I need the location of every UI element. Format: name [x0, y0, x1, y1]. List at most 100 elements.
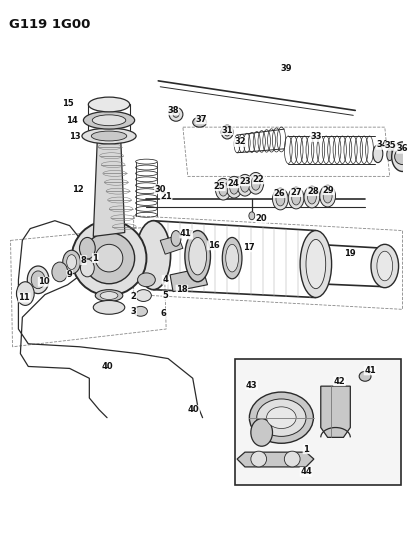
Text: 42: 42 — [334, 377, 345, 386]
Ellipse shape — [136, 221, 171, 289]
Text: 20: 20 — [256, 214, 268, 223]
Ellipse shape — [135, 289, 151, 302]
Ellipse shape — [306, 239, 326, 289]
Text: 32: 32 — [234, 138, 246, 147]
Ellipse shape — [237, 174, 253, 196]
Text: 34: 34 — [376, 140, 388, 149]
Ellipse shape — [266, 407, 296, 429]
Ellipse shape — [189, 237, 206, 275]
Text: 11: 11 — [18, 293, 30, 302]
Text: 7: 7 — [187, 230, 193, 239]
Ellipse shape — [134, 306, 147, 316]
Text: 38: 38 — [167, 106, 179, 115]
Ellipse shape — [273, 188, 288, 210]
Circle shape — [284, 451, 300, 467]
Ellipse shape — [137, 273, 155, 287]
Ellipse shape — [304, 186, 320, 208]
Text: 43: 43 — [246, 381, 257, 390]
Text: 4: 4 — [162, 276, 168, 284]
Ellipse shape — [215, 179, 231, 200]
Text: 3: 3 — [131, 307, 137, 316]
Circle shape — [173, 111, 179, 117]
Text: 33: 33 — [310, 133, 322, 141]
Ellipse shape — [89, 97, 130, 112]
Text: 10: 10 — [38, 277, 50, 286]
Text: 17: 17 — [243, 243, 255, 252]
Ellipse shape — [226, 244, 239, 272]
Ellipse shape — [185, 231, 211, 282]
Ellipse shape — [93, 301, 125, 314]
Text: 19: 19 — [344, 249, 356, 257]
Ellipse shape — [80, 259, 94, 277]
Ellipse shape — [373, 145, 383, 163]
Text: 5: 5 — [162, 291, 168, 300]
Ellipse shape — [16, 282, 34, 305]
Ellipse shape — [224, 128, 230, 136]
Ellipse shape — [257, 399, 306, 437]
Text: 6: 6 — [160, 309, 166, 318]
Text: 15: 15 — [62, 99, 73, 108]
Text: 21: 21 — [160, 191, 172, 200]
Ellipse shape — [67, 255, 77, 270]
Text: 37: 37 — [196, 115, 207, 124]
Ellipse shape — [27, 266, 49, 294]
Circle shape — [169, 108, 183, 121]
Text: 26: 26 — [273, 189, 285, 198]
Text: 44: 44 — [300, 467, 312, 477]
Text: 1: 1 — [303, 445, 309, 454]
Text: 27: 27 — [290, 188, 302, 197]
Ellipse shape — [222, 237, 242, 279]
Text: 1: 1 — [92, 254, 98, 263]
Ellipse shape — [320, 185, 335, 207]
Ellipse shape — [248, 173, 264, 194]
Text: 12: 12 — [72, 185, 83, 193]
Ellipse shape — [249, 212, 255, 220]
Text: 39: 39 — [281, 63, 292, 72]
Ellipse shape — [377, 251, 392, 281]
Text: 22: 22 — [253, 175, 265, 184]
Polygon shape — [237, 452, 314, 467]
Ellipse shape — [171, 231, 181, 246]
Ellipse shape — [387, 149, 392, 160]
Ellipse shape — [300, 231, 332, 297]
Text: 36: 36 — [397, 144, 408, 154]
Polygon shape — [321, 386, 350, 438]
Ellipse shape — [240, 179, 249, 192]
Ellipse shape — [251, 418, 273, 446]
Circle shape — [83, 232, 135, 284]
Text: G119 1G00: G119 1G00 — [9, 18, 90, 31]
Text: 13: 13 — [69, 133, 80, 141]
Circle shape — [395, 149, 408, 165]
Ellipse shape — [95, 289, 123, 302]
Ellipse shape — [323, 189, 332, 203]
Ellipse shape — [230, 180, 239, 194]
Ellipse shape — [31, 271, 45, 289]
Text: 41: 41 — [364, 366, 376, 375]
Text: 18: 18 — [176, 285, 188, 294]
Ellipse shape — [193, 117, 206, 127]
Text: 31: 31 — [222, 126, 233, 135]
Text: 24: 24 — [227, 179, 239, 188]
Circle shape — [95, 244, 123, 272]
Text: 16: 16 — [208, 241, 219, 250]
Ellipse shape — [52, 262, 68, 282]
Ellipse shape — [226, 176, 242, 198]
Ellipse shape — [82, 128, 136, 144]
Ellipse shape — [83, 111, 135, 129]
Ellipse shape — [221, 125, 233, 139]
Ellipse shape — [276, 192, 285, 206]
Ellipse shape — [249, 392, 313, 443]
Text: 23: 23 — [239, 177, 251, 186]
Polygon shape — [93, 142, 125, 237]
Ellipse shape — [251, 176, 260, 190]
Text: 9: 9 — [67, 270, 73, 279]
Text: 35: 35 — [385, 141, 397, 150]
Text: 28: 28 — [307, 187, 319, 196]
Text: 40: 40 — [101, 362, 113, 371]
Circle shape — [251, 451, 266, 467]
Ellipse shape — [219, 182, 228, 196]
Ellipse shape — [100, 292, 118, 300]
Text: 14: 14 — [66, 116, 78, 125]
Ellipse shape — [292, 191, 301, 205]
Ellipse shape — [308, 190, 316, 204]
